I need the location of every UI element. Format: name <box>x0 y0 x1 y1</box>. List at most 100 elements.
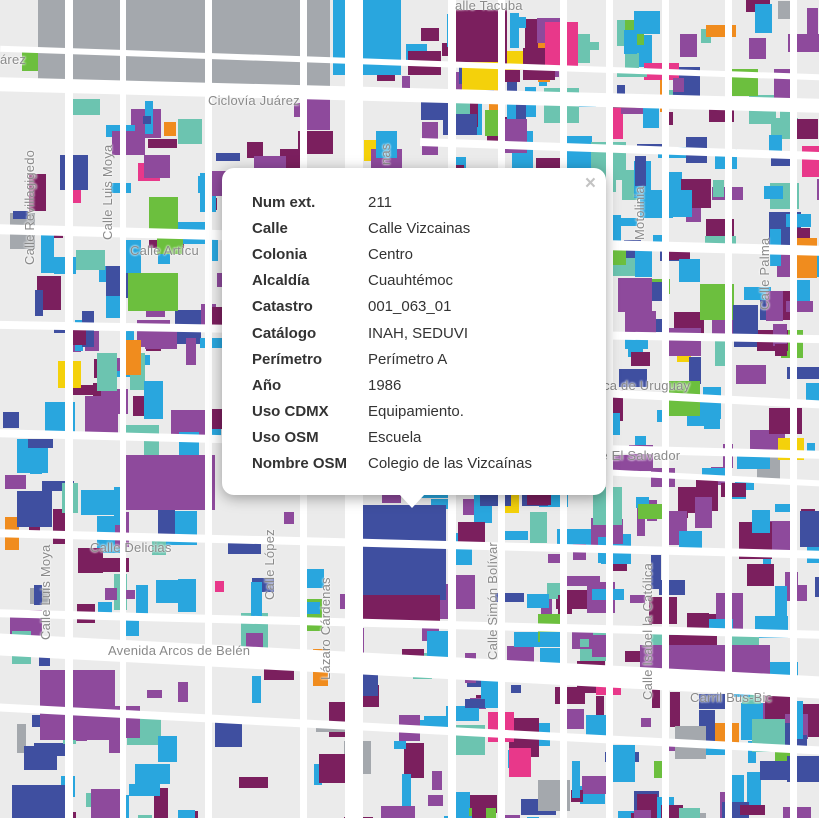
building[interactable] <box>91 789 123 818</box>
building[interactable] <box>786 301 813 312</box>
building[interactable] <box>747 564 774 586</box>
building[interactable] <box>428 795 443 806</box>
building[interactable] <box>444 816 472 818</box>
building[interactable] <box>815 577 819 597</box>
building[interactable] <box>144 155 170 178</box>
building[interactable] <box>673 78 684 92</box>
building[interactable] <box>305 569 324 588</box>
building[interactable] <box>636 497 649 508</box>
building[interactable] <box>124 340 141 375</box>
building[interactable] <box>657 410 666 422</box>
building[interactable] <box>613 215 621 243</box>
building[interactable] <box>817 179 819 200</box>
building[interactable] <box>158 503 175 536</box>
building[interactable] <box>530 512 547 543</box>
building[interactable] <box>114 487 124 525</box>
building[interactable] <box>752 510 770 533</box>
building[interactable] <box>764 186 783 199</box>
building[interactable] <box>159 588 193 598</box>
building[interactable] <box>516 17 526 28</box>
building[interactable] <box>783 807 811 818</box>
building[interactable] <box>507 81 517 98</box>
building[interactable] <box>17 491 52 527</box>
building[interactable] <box>775 586 787 617</box>
building[interactable] <box>252 676 261 703</box>
building[interactable] <box>630 595 645 603</box>
building[interactable] <box>665 112 673 125</box>
building[interactable] <box>239 777 268 788</box>
building[interactable] <box>638 504 663 519</box>
building[interactable] <box>314 764 322 785</box>
building[interactable] <box>502 531 528 540</box>
building[interactable] <box>748 741 756 763</box>
building[interactable] <box>247 142 263 158</box>
building[interactable] <box>807 443 815 455</box>
building[interactable] <box>457 804 470 818</box>
building[interactable] <box>527 594 549 608</box>
building[interactable] <box>78 548 103 573</box>
building[interactable] <box>81 490 116 515</box>
building[interactable] <box>715 335 726 366</box>
building[interactable] <box>29 174 46 211</box>
building[interactable] <box>143 116 151 124</box>
building[interactable] <box>5 475 26 489</box>
building[interactable] <box>144 381 163 419</box>
building[interactable] <box>432 771 442 790</box>
building[interactable] <box>766 291 783 321</box>
building[interactable] <box>3 412 19 428</box>
building[interactable] <box>565 576 600 586</box>
building[interactable] <box>125 240 141 273</box>
building[interactable] <box>215 581 224 592</box>
building[interactable] <box>158 736 177 762</box>
building[interactable] <box>178 682 188 702</box>
building[interactable] <box>618 278 652 312</box>
building[interactable] <box>164 122 176 136</box>
building[interactable] <box>376 131 397 158</box>
building[interactable] <box>125 618 139 636</box>
building[interactable] <box>634 810 651 818</box>
building[interactable] <box>106 296 120 318</box>
building[interactable] <box>40 670 115 740</box>
building[interactable] <box>72 329 86 345</box>
building[interactable] <box>740 805 765 815</box>
building[interactable] <box>679 531 702 548</box>
building[interactable] <box>105 588 117 600</box>
building[interactable] <box>128 273 178 311</box>
close-icon[interactable]: × <box>584 173 596 194</box>
building[interactable] <box>618 811 635 818</box>
building[interactable] <box>178 810 195 818</box>
building[interactable] <box>670 692 680 727</box>
building[interactable] <box>511 685 521 693</box>
building[interactable] <box>736 365 766 384</box>
building[interactable] <box>178 119 202 144</box>
building[interactable] <box>755 4 772 33</box>
building[interactable] <box>495 593 524 602</box>
building[interactable] <box>580 639 589 647</box>
building[interactable] <box>689 357 701 384</box>
building[interactable] <box>305 602 320 614</box>
building[interactable] <box>634 11 660 34</box>
building[interactable] <box>514 632 540 647</box>
building[interactable] <box>631 352 650 366</box>
building[interactable] <box>806 383 819 401</box>
building[interactable] <box>760 761 788 780</box>
building[interactable] <box>207 230 218 261</box>
building[interactable] <box>13 211 28 219</box>
building[interactable] <box>563 136 592 170</box>
building[interactable] <box>510 13 519 48</box>
building[interactable] <box>635 246 652 277</box>
building[interactable] <box>145 330 177 349</box>
building[interactable] <box>60 155 88 190</box>
building[interactable] <box>509 748 531 777</box>
building[interactable] <box>596 696 604 721</box>
building[interactable] <box>637 503 645 536</box>
building[interactable] <box>775 504 790 512</box>
building[interactable] <box>744 287 771 300</box>
building[interactable] <box>582 776 612 794</box>
building[interactable] <box>695 497 712 528</box>
building[interactable] <box>30 460 42 474</box>
building[interactable] <box>38 0 330 92</box>
building[interactable] <box>463 499 474 515</box>
building[interactable] <box>147 690 162 698</box>
building[interactable] <box>747 772 761 805</box>
